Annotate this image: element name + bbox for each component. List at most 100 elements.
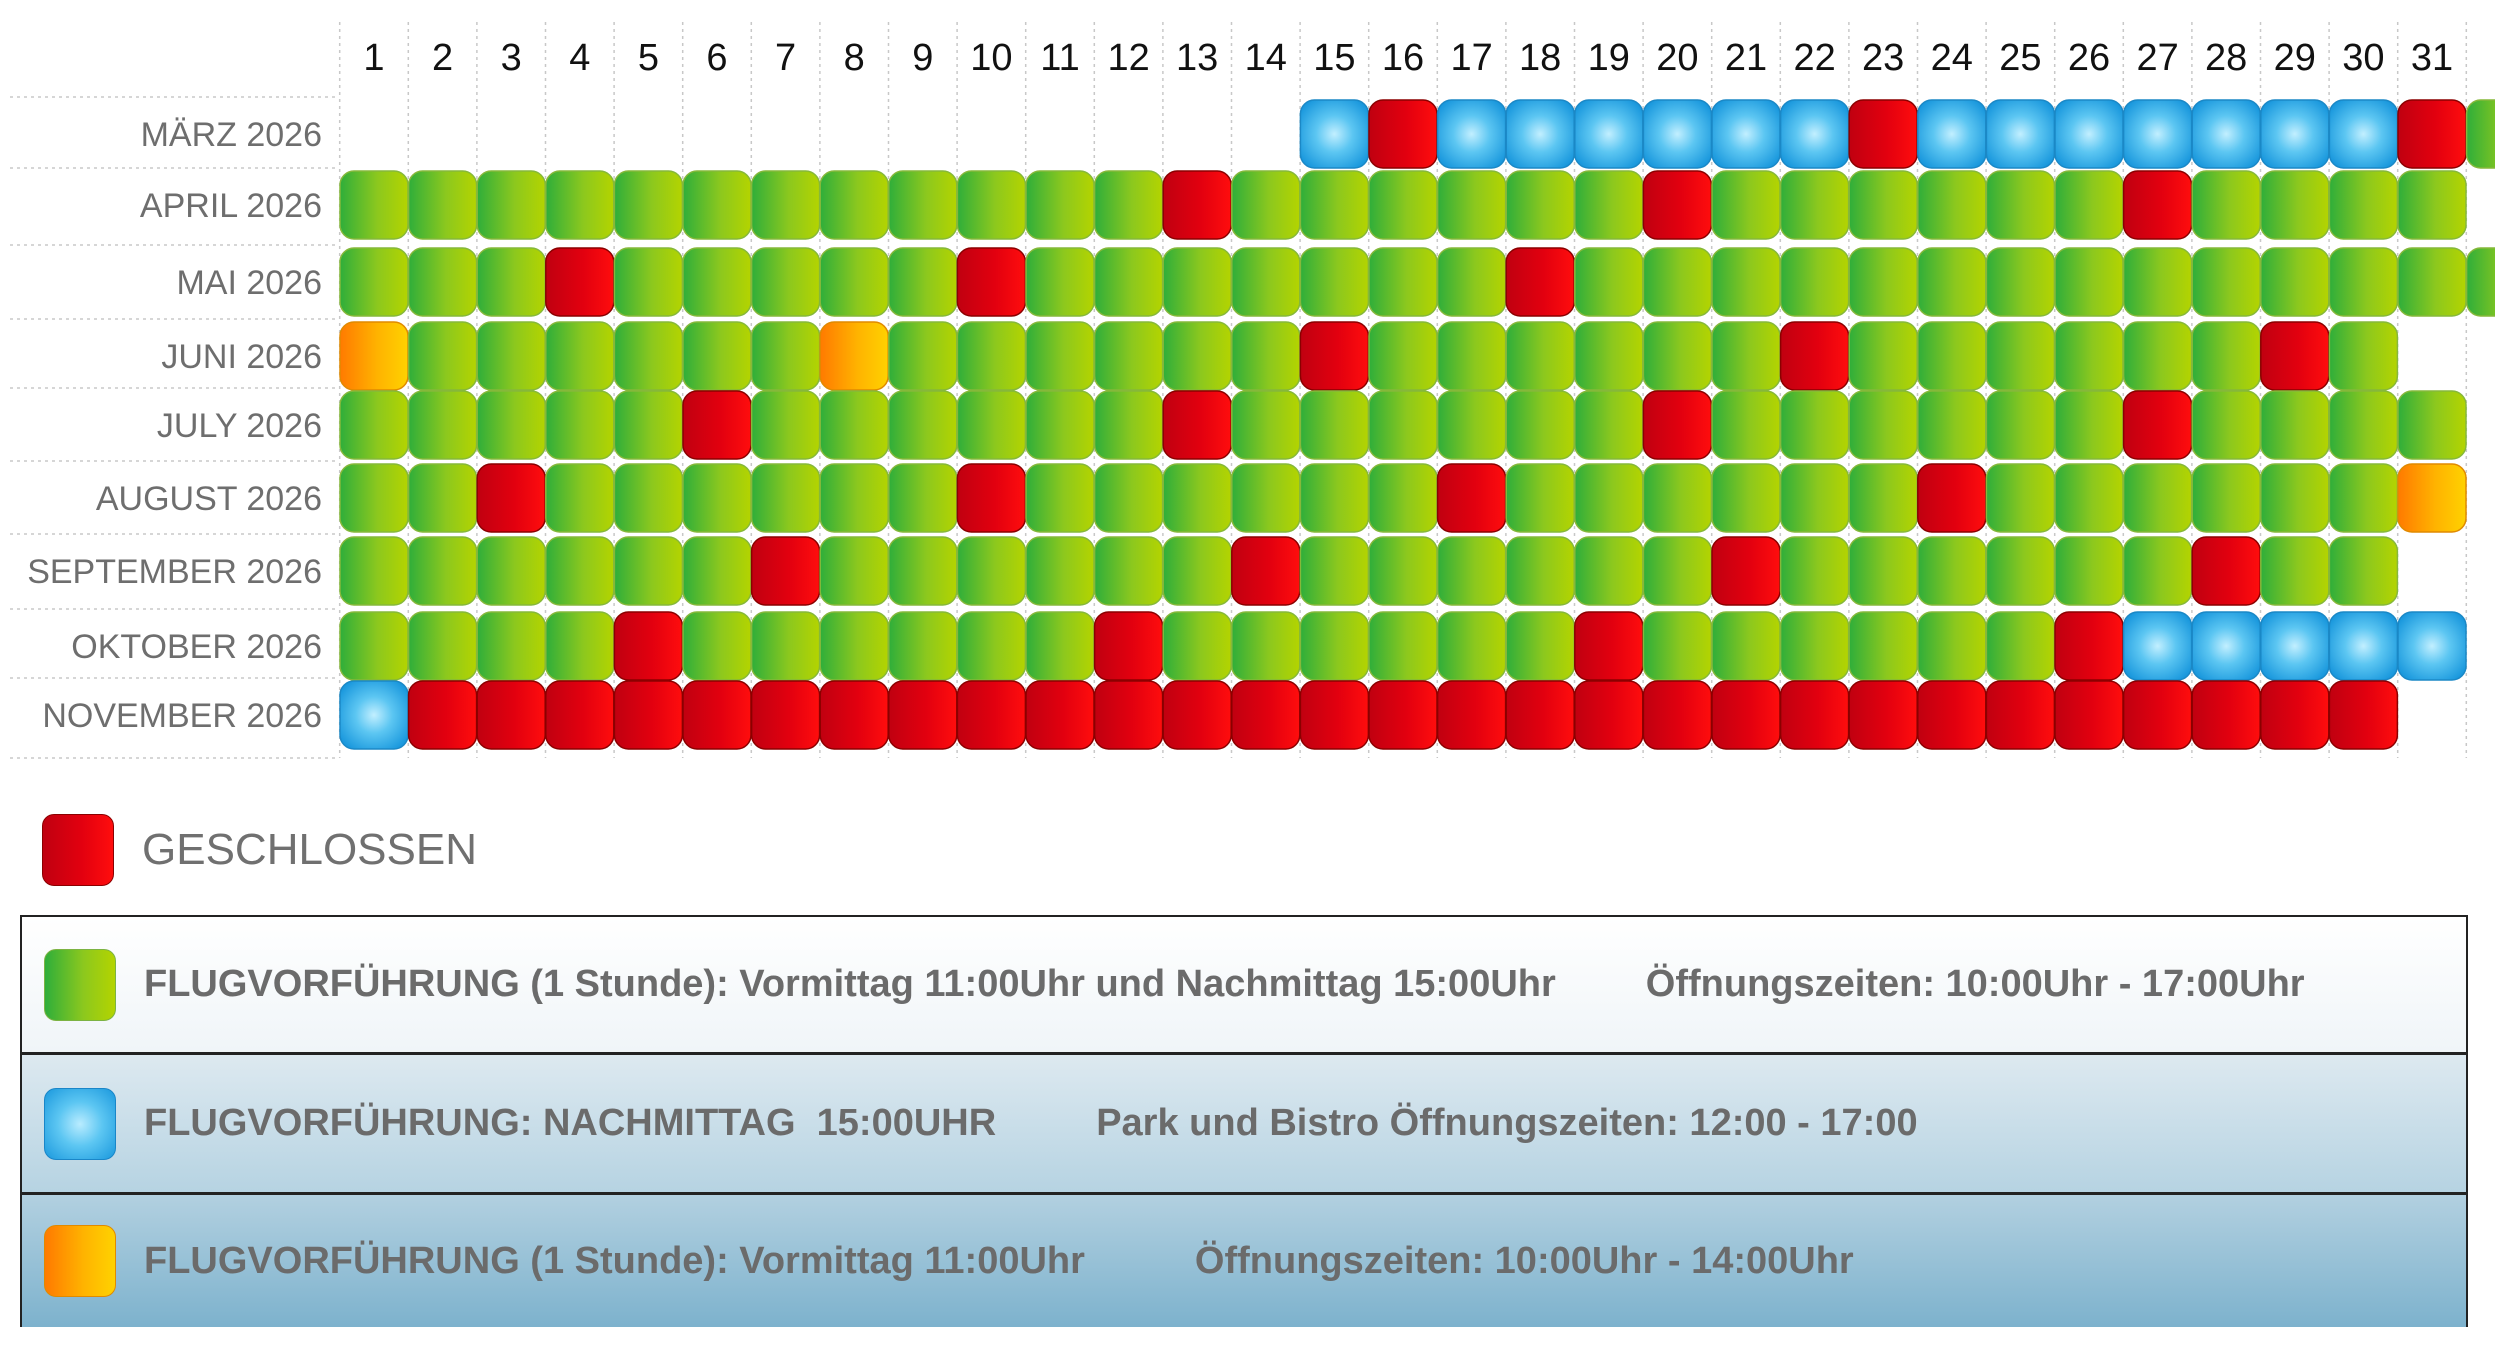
day-number-label: 27	[2136, 37, 2178, 79]
day-cell-green	[682, 611, 752, 681]
day-cell-green	[1299, 170, 1370, 240]
day-cell-blue	[2191, 99, 2261, 169]
day-number-label: 21	[1725, 37, 1767, 79]
day-cell-green	[407, 536, 478, 606]
day-cell-closed	[956, 680, 1027, 750]
day-cell-green	[956, 170, 1027, 240]
day-cell-green	[956, 321, 1027, 391]
day-number-label: 28	[2205, 37, 2247, 79]
day-cell-closed	[1574, 611, 1644, 681]
day-cell-green	[407, 247, 478, 317]
day-cell-green	[1917, 170, 1987, 240]
day-cell-closed	[1642, 680, 1713, 750]
day-cell-green	[2260, 170, 2330, 240]
day-number-label: 17	[1450, 37, 1492, 79]
day-number-label: 30	[2342, 37, 2384, 79]
day-cell-green	[1436, 390, 1507, 460]
day-cell-green	[2328, 170, 2399, 240]
day-cell-green	[2054, 247, 2124, 317]
day-cell-green	[750, 321, 821, 391]
day-cell-blue	[2191, 611, 2261, 681]
day-cell-green	[1711, 321, 1781, 391]
day-cell-green	[1985, 170, 2056, 240]
day-cell-green	[2054, 321, 2124, 391]
blue-label: FLUGVORFÜHRUNG: NACHMITTAG 15:00UHR	[144, 1102, 997, 1144]
day-cell-green	[1574, 463, 1644, 533]
day-cell-closed	[407, 680, 478, 750]
day-cell-green	[888, 170, 958, 240]
day-cell-closed	[1299, 680, 1370, 750]
green-swatch	[44, 948, 116, 1021]
day-cell-closed	[1299, 321, 1370, 391]
day-cell-closed	[1436, 680, 1507, 750]
day-cell-green	[613, 463, 684, 533]
month-label: MÄRZ 2026	[141, 116, 322, 154]
day-cell-green	[1917, 247, 1987, 317]
day-cell-green	[476, 390, 546, 460]
day-cell-green	[1848, 536, 1918, 606]
month-label: SEPTEMBER 2026	[27, 553, 322, 591]
month-label: AUGUST 2026	[96, 480, 322, 518]
day-cell-blue	[2054, 99, 2124, 169]
day-cell-closed	[476, 680, 546, 750]
day-cell-green	[1848, 390, 1918, 460]
day-cell-green	[1505, 170, 1575, 240]
day-cell-green	[1985, 390, 2056, 460]
day-cell-green	[1848, 611, 1918, 681]
day-cell-green	[888, 247, 958, 317]
day-cell-green	[1779, 463, 1850, 533]
day-cell-green	[1162, 536, 1232, 606]
day-cell-blue	[2328, 99, 2399, 169]
day-cell-blue	[1436, 99, 1507, 169]
day-cell-closed	[888, 680, 958, 750]
day-cell-closed	[1505, 247, 1575, 317]
day-number-label: 18	[1519, 37, 1561, 79]
day-cell-green	[476, 611, 546, 681]
month-label: JULY 2026	[157, 407, 322, 445]
day-cell-green	[819, 463, 889, 533]
day-number-label: 23	[1862, 37, 1904, 79]
day-cell-green	[1779, 611, 1850, 681]
day-cell-green	[750, 463, 821, 533]
day-cell-closed	[682, 680, 752, 750]
calendar-chart: 1 2 3 4 5 6 7 8 9 10 11 12 13 14 15 16 17 18 19 20 21 22 23 24 2…	[10, 22, 2495, 759]
day-cell-green	[1574, 170, 1644, 240]
day-cell-green	[1093, 247, 1164, 317]
day-cell-closed	[1231, 536, 1301, 606]
day-cell-green	[2191, 463, 2261, 533]
day-cell-green	[1642, 463, 1713, 533]
day-cell-green	[1711, 390, 1781, 460]
day-cell-closed	[2122, 390, 2193, 460]
day-cell-closed	[1093, 611, 1164, 681]
legend-blue: FLUGVORFÜHRUNG: NACHMITTAG 15:00UHR Park…	[22, 1055, 2466, 1195]
day-cell-green	[407, 390, 478, 460]
day-cell-green	[1642, 536, 1713, 606]
day-cell-green	[407, 611, 478, 681]
day-cell-blue	[1574, 99, 1644, 169]
day-cell-green	[819, 536, 889, 606]
day-cell-green	[750, 611, 821, 681]
day-cell-closed	[2260, 680, 2330, 750]
day-cell-green	[1985, 536, 2056, 606]
day-cell-green	[1505, 536, 1575, 606]
day-cell-closed	[682, 390, 752, 460]
day-cell-green	[1231, 463, 1301, 533]
day-cell-green	[2191, 170, 2261, 240]
day-number-label: 16	[1382, 37, 1424, 79]
day-cell-green	[2122, 247, 2193, 317]
day-cell-green	[1436, 536, 1507, 606]
day-cell-green	[1917, 611, 1987, 681]
day-cell-green	[613, 247, 684, 317]
day-cell-green	[2465, 247, 2495, 317]
day-cell-green	[1025, 170, 1095, 240]
day-cell-green	[1779, 170, 1850, 240]
day-cell-green	[476, 536, 546, 606]
legend-orange: FLUGVORFÜHRUNG (1 Stunde): Vormittag 11:…	[22, 1195, 2466, 1327]
day-cell-green	[1368, 536, 1438, 606]
day-cell-green	[1436, 170, 1507, 240]
day-cell-green	[888, 536, 958, 606]
day-cell-green	[339, 463, 409, 533]
day-cell-closed	[2397, 99, 2467, 169]
day-cell-green	[1231, 170, 1301, 240]
day-cell-closed	[1848, 99, 1918, 169]
